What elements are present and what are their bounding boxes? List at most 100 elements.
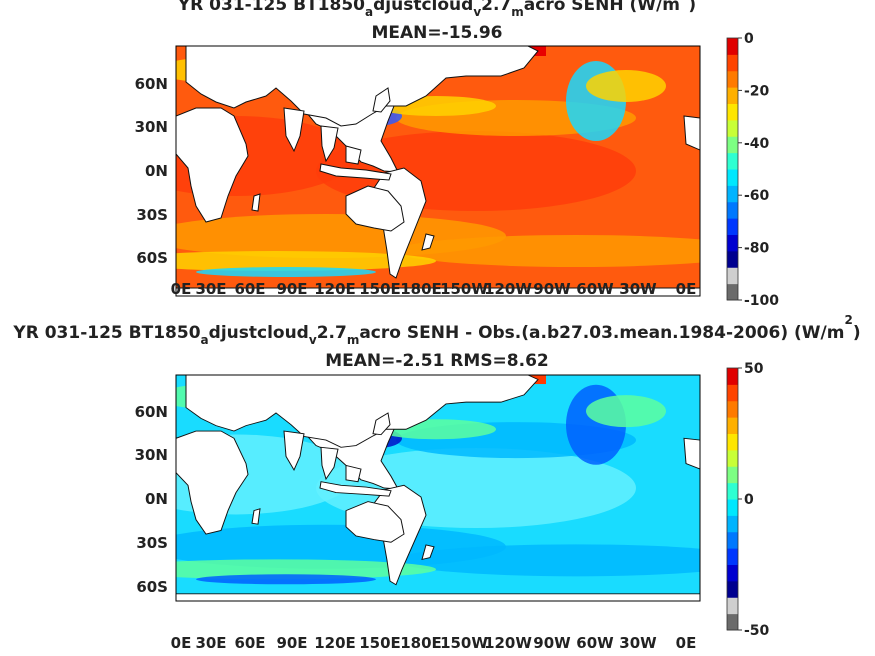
colorbar-tick-label: -100 <box>744 293 779 309</box>
lon-label: 0E <box>676 634 697 652</box>
lon-label: 150E <box>359 280 401 298</box>
title-part: a <box>365 5 373 19</box>
colorbar-swatch <box>727 449 738 467</box>
lon-label: 0E <box>171 280 192 298</box>
colorbar-swatch <box>727 54 738 72</box>
field-anomaly <box>586 70 666 102</box>
title-part: a <box>201 333 209 347</box>
lon-label: 60W <box>576 634 614 652</box>
colorbar-tick-label: -60 <box>744 188 770 204</box>
ocean-field <box>176 375 700 601</box>
lon-label: 120W <box>484 634 532 652</box>
map-frame <box>175 45 701 297</box>
colorbar-swatch <box>727 613 738 631</box>
field-anomaly <box>196 574 376 585</box>
colorbar-swatch <box>727 103 738 121</box>
lon-label: 60W <box>576 280 614 298</box>
colorbar-tick-label: -50 <box>744 623 770 639</box>
colorbar-tick-label: 0 <box>744 492 754 508</box>
colorbar-swatch <box>727 234 738 252</box>
colorbar-swatch <box>727 185 738 203</box>
lat-label: 0N <box>145 490 168 508</box>
colorbar-swatch <box>727 267 738 285</box>
field-anomaly <box>176 559 436 580</box>
title-part: YR 031-125 BT1850 <box>12 323 200 343</box>
lon-label: 120W <box>484 280 532 298</box>
title-part: 2 <box>844 313 852 327</box>
title-part: m <box>511 5 524 19</box>
colorbar-swatch <box>727 400 738 418</box>
colorbar-swatch <box>727 515 738 533</box>
lat-label: 30N <box>135 446 168 464</box>
lon-label: 90E <box>276 634 307 652</box>
lat-label: 60S <box>136 578 168 596</box>
colorbar-tick-label: -20 <box>744 83 770 99</box>
lon-label: 0E <box>171 634 192 652</box>
lat-label: 0N <box>145 162 168 180</box>
colorbar-swatch <box>727 548 738 565</box>
colorbar-swatch <box>727 136 738 154</box>
field-anomaly <box>196 267 376 277</box>
colorbar-frame <box>726 37 739 301</box>
field-anomaly <box>586 395 666 428</box>
map-panel-2: YR 031-125 BT1850adjustcloudv2.7macro SE… <box>12 313 860 652</box>
title-part: v <box>473 5 481 19</box>
field-anomaly <box>396 544 700 577</box>
colorbar-swatch <box>727 70 738 88</box>
map-panel-1: YR 031-125 BT1850adjustcloudv2.7macro SE… <box>135 0 780 309</box>
lon-label: 90W <box>533 634 571 652</box>
colorbar-swatch <box>727 499 738 516</box>
colorbar-swatch <box>727 152 738 170</box>
title-part: djustcloud <box>373 0 473 15</box>
title-part: ) <box>688 0 696 15</box>
colorbar-swatch <box>727 482 738 500</box>
lon-label: 120E <box>314 634 356 652</box>
title-part: 2.7 <box>481 0 511 15</box>
lon-label: 90W <box>533 280 571 298</box>
panel-subtitle: MEAN=-2.51 RMS=8.62 <box>325 351 549 371</box>
lon-label: 30E <box>195 280 226 298</box>
colorbar-swatch <box>727 368 738 385</box>
ocean-field <box>176 46 700 296</box>
colorbar-swatch <box>727 169 738 186</box>
colorbar-swatch <box>727 580 738 598</box>
colorbar-swatch <box>727 119 738 137</box>
lat-label: 30S <box>136 534 168 552</box>
lat-label: 60N <box>135 403 168 421</box>
colorbar-swatch <box>727 531 738 549</box>
colorbar-swatch <box>727 250 738 268</box>
panel-title: YR 031-125 BT1850adjustcloudv2.7macro SE… <box>177 0 696 19</box>
lon-label: 30E <box>195 634 226 652</box>
panel-title: YR 031-125 BT1850adjustcloudv2.7macro SE… <box>12 313 860 347</box>
lat-label: 30N <box>135 118 168 136</box>
title-part: ) <box>853 323 861 343</box>
lon-label: 30W <box>619 280 657 298</box>
colorbar-swatch <box>727 87 738 104</box>
colorbar-swatch <box>727 564 738 582</box>
colorbar-swatch <box>727 417 738 434</box>
lon-label: 150E <box>359 634 401 652</box>
lon-label: 180E <box>400 280 442 298</box>
colorbar-swatch <box>727 218 738 235</box>
lon-label: 90E <box>276 280 307 298</box>
title-part: m <box>347 333 360 347</box>
lon-label: 150W <box>440 634 488 652</box>
field-anomaly <box>176 251 436 271</box>
lon-label: 180E <box>400 634 442 652</box>
title-part: YR 031-125 BT1850 <box>177 0 365 15</box>
colorbar-swatch <box>727 283 738 301</box>
colorbar-tick-label: -40 <box>744 136 770 152</box>
lon-label: 60E <box>234 280 265 298</box>
title-part: acro SENH - Obs.(a.b27.03.mean.1984-2006… <box>359 323 844 343</box>
lat-label: 30S <box>136 206 168 224</box>
colorbar-swatch <box>727 201 738 219</box>
lon-label: 60E <box>234 634 265 652</box>
map-frame <box>175 374 701 602</box>
title-part: v <box>309 333 317 347</box>
title-part: acro SENH (W/m <box>524 0 680 15</box>
lat-label: 60N <box>135 75 168 93</box>
title-part: 2.7 <box>317 323 347 343</box>
colorbar-swatch <box>727 433 738 451</box>
lon-label: 120E <box>314 280 356 298</box>
